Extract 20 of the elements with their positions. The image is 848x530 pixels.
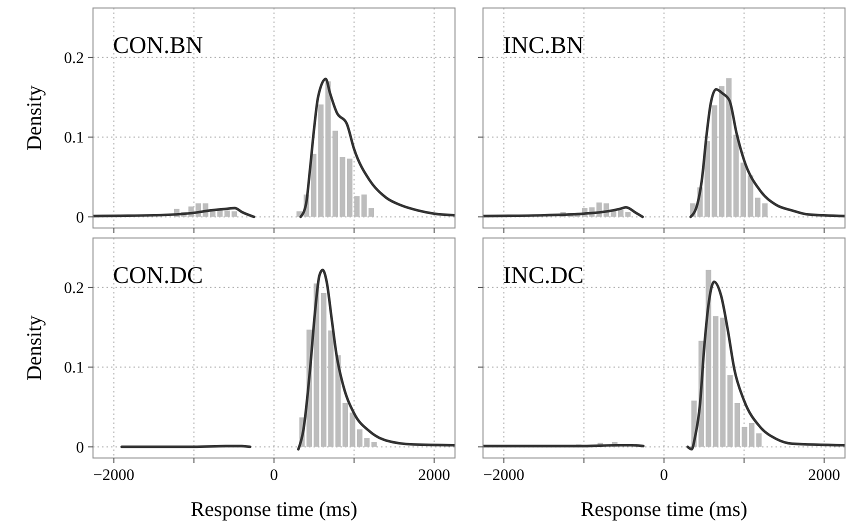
- y-tick-label: 0.2: [64, 50, 84, 68]
- text: CON.DC: [113, 263, 204, 289]
- x-tick-label: 2000: [808, 467, 840, 484]
- y-tick-label: 0.1: [64, 360, 84, 377]
- y-tick-label: 0.1: [64, 130, 84, 147]
- x-tick-label: 0: [270, 467, 278, 484]
- x-tick-label: −2000: [483, 467, 524, 484]
- x-tick-label: 2000: [418, 467, 450, 484]
- y-tick-label: 0: [76, 439, 84, 456]
- y-axis-title: Density: [22, 314, 46, 381]
- text: INC.BN: [503, 33, 584, 59]
- text: INC.DC: [503, 263, 584, 289]
- x-tick-label: −2000: [93, 467, 134, 484]
- y-tick-label: 0: [76, 209, 84, 226]
- x-axis-title: Response time (ms): [580, 497, 748, 521]
- text: CON.BN: [113, 33, 204, 59]
- y-axis-title: Density: [22, 84, 46, 151]
- x-axis-title: Response time (ms): [190, 497, 358, 521]
- x-tick-label: 0: [660, 467, 668, 484]
- y-tick-label: 0.2: [64, 280, 84, 298]
